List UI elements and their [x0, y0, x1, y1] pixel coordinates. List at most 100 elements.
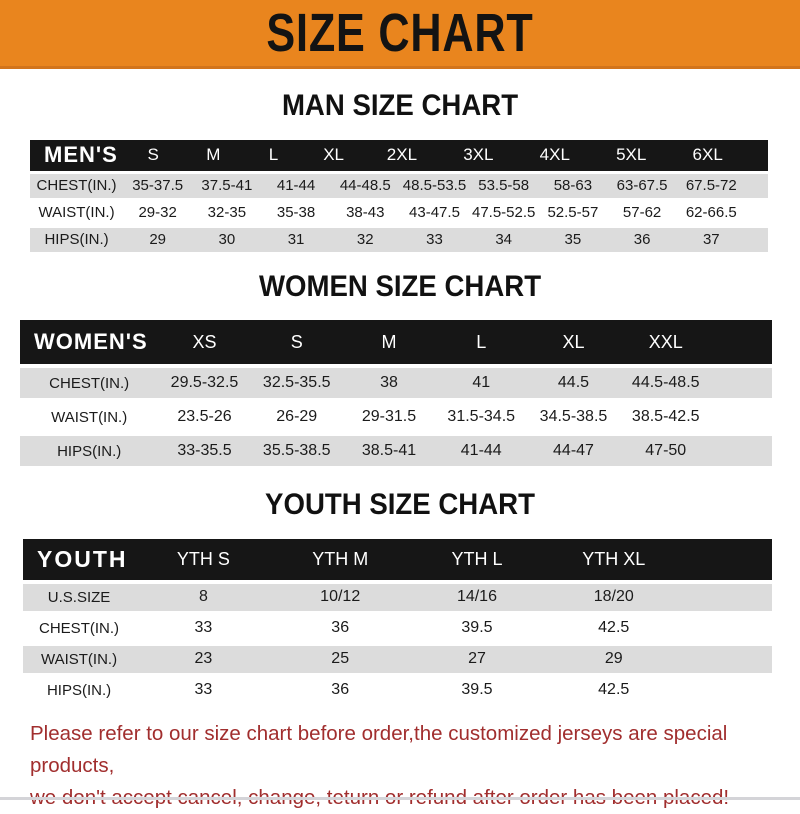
table-cell: 53.5-58	[478, 177, 530, 194]
table-cell: 31.5-34.5	[447, 408, 516, 425]
table-cell: 26-29	[276, 408, 318, 425]
table-cell: 38	[380, 374, 398, 391]
table-cell: 38.5-41	[361, 442, 417, 459]
table-cell: 39.5	[461, 681, 493, 698]
table-row: HIPS(IN.) 33-35.5 35.5-38.5 38.5-41 41-4…	[20, 436, 772, 466]
column-header: 4XL	[539, 145, 570, 164]
column-header: YTH L	[451, 548, 503, 569]
table-cell: 41-44	[460, 442, 502, 459]
table-cell: 57-62	[622, 204, 662, 221]
table-cell: 52.5-57	[547, 204, 599, 221]
table-cell: 35.5-38.5	[262, 442, 331, 459]
row-label: HIPS(IN.)	[44, 231, 109, 248]
column-header: L	[268, 145, 279, 164]
youth-table-header-row: YOUTH YTH S YTH M YTH L YTH XL	[23, 538, 772, 580]
table-cell: 32-35	[207, 204, 247, 221]
row-label: HIPS(IN.)	[46, 681, 112, 699]
row-label: WAIST(IN.)	[51, 408, 128, 426]
table-cell: 42.5	[598, 681, 630, 698]
table-cell: 42.5	[598, 619, 630, 636]
table-row: CHEST(IN.) 35-37.5 37.5-41 41-44 44-48.5…	[30, 173, 768, 198]
table-cell: 27	[468, 650, 486, 667]
table-row: CHEST(IN.) 29.5-32.5 32.5-35.5 38 41 44.…	[20, 368, 772, 398]
column-header: L	[476, 331, 487, 352]
women-section-heading: WOMEN SIZE CHART	[258, 269, 542, 303]
table-cell: 38-43	[346, 204, 385, 221]
table-cell: 44.5	[557, 374, 590, 391]
column-header: XXL	[648, 331, 683, 352]
table-cell: 34	[495, 231, 513, 248]
row-label: U.S.SIZE	[47, 588, 111, 606]
table-cell: 23	[194, 650, 213, 667]
table-row: HIPS(IN.) 29 30 31 32 33 34 35 36 37	[30, 227, 768, 252]
women-table-title: WOMEN'S	[34, 329, 148, 354]
order-notice-line-1: Please refer to our size chart before or…	[30, 721, 728, 777]
table-cell: 29-32	[138, 204, 177, 221]
table-cell: 25	[331, 650, 350, 667]
table-cell: 14/16	[456, 588, 497, 605]
table-cell: 41-44	[276, 177, 316, 194]
table-cell: 41	[472, 374, 491, 391]
table-cell: 67.5-72	[685, 177, 737, 194]
column-header: 2XL	[386, 145, 418, 164]
table-cell: 29	[149, 231, 166, 248]
row-label: WAIST(IN.)	[38, 204, 115, 221]
table-cell: 31	[287, 231, 305, 248]
table-row: U.S.SIZE 8 10/12 14/16 18/20	[23, 583, 772, 611]
row-label: HIPS(IN.)	[57, 442, 122, 460]
women-size-table: WOMEN'S XS S M L XL XXL CHEST(IN.) 29.5-…	[20, 320, 772, 466]
table-row: CHEST(IN.) 33 36 39.5 42.5	[23, 614, 772, 642]
column-header: S	[290, 331, 303, 352]
table-cell: 23.5-26	[177, 408, 232, 425]
column-header: M	[206, 145, 221, 164]
youth-section: YOUTH SIZE CHART YOUTH YTH S YTH M YTH L…	[0, 488, 800, 704]
table-cell: 8	[198, 588, 208, 605]
table-cell: 38.5-42.5	[631, 408, 700, 425]
table-cell: 35-38	[276, 204, 316, 221]
youth-section-heading: YOUTH SIZE CHART	[265, 488, 535, 521]
column-header: YTH XL	[582, 548, 646, 569]
column-header: S	[147, 145, 159, 164]
women-table-header-row: WOMEN'S XS S M L XL XXL	[20, 320, 772, 364]
men-section: MAN SIZE CHART MEN'S S M L XL 2XL 3XL 4X…	[0, 89, 800, 252]
table-cell: 37	[702, 231, 720, 248]
table-cell: 37.5-41	[201, 177, 253, 194]
men-table-header-row: MEN'S S M L XL 2XL 3XL 4XL 5XL 6XL	[30, 139, 768, 171]
column-header: 3XL	[463, 145, 494, 164]
column-header: YTH M	[312, 548, 369, 569]
table-cell: 44.5-48.5	[631, 374, 700, 391]
men-size-table: MEN'S S M L XL 2XL 3XL 4XL 5XL 6XL CHEST…	[30, 139, 768, 252]
table-cell: 47.5-52.5	[471, 204, 536, 221]
table-cell: 36	[331, 681, 350, 698]
column-header: XL	[562, 331, 585, 352]
column-header: 6XL	[692, 145, 723, 164]
table-cell: 35-37.5	[132, 177, 184, 194]
table-cell: 63-67.5	[616, 177, 668, 194]
women-section: WOMEN SIZE CHART WOMEN'S XS S M L XL XXL…	[0, 269, 800, 466]
table-cell: 44-47	[553, 442, 594, 459]
table-cell: 32.5-35.5	[262, 374, 331, 391]
table-cell: 47-50	[645, 442, 687, 459]
men-table-title: MEN'S	[44, 142, 118, 167]
table-cell: 33	[426, 231, 443, 248]
table-cell: 58-63	[553, 177, 593, 194]
table-row: WAIST(IN.) 29-32 32-35 35-38 38-43 43-47…	[30, 200, 768, 225]
size-chart-banner: SIZE CHART	[0, 0, 800, 69]
table-cell: 33	[194, 619, 213, 636]
table-row: WAIST(IN.) 23.5-26 26-29 29-31.5 31.5-34…	[20, 402, 772, 432]
table-cell: 36	[633, 231, 651, 248]
row-label: WAIST(IN.)	[40, 650, 118, 668]
table-row: HIPS(IN.) 33 36 39.5 42.5	[23, 676, 772, 704]
youth-size-table: YOUTH YTH S YTH M YTH L YTH XL U.S.SIZE …	[23, 538, 772, 704]
table-cell: 48.5-53.5	[402, 177, 467, 194]
table-cell: 29-31.5	[361, 408, 417, 425]
table-cell: 33	[194, 681, 213, 698]
column-header: M	[381, 331, 397, 352]
column-header: 5XL	[616, 145, 647, 164]
table-cell: 35	[564, 231, 582, 248]
bottom-edge-divider	[0, 797, 800, 800]
row-label: CHEST(IN.)	[36, 177, 117, 194]
table-cell: 29.5-32.5	[170, 374, 239, 391]
table-cell: 18/20	[593, 588, 634, 605]
column-header: XS	[192, 331, 217, 352]
